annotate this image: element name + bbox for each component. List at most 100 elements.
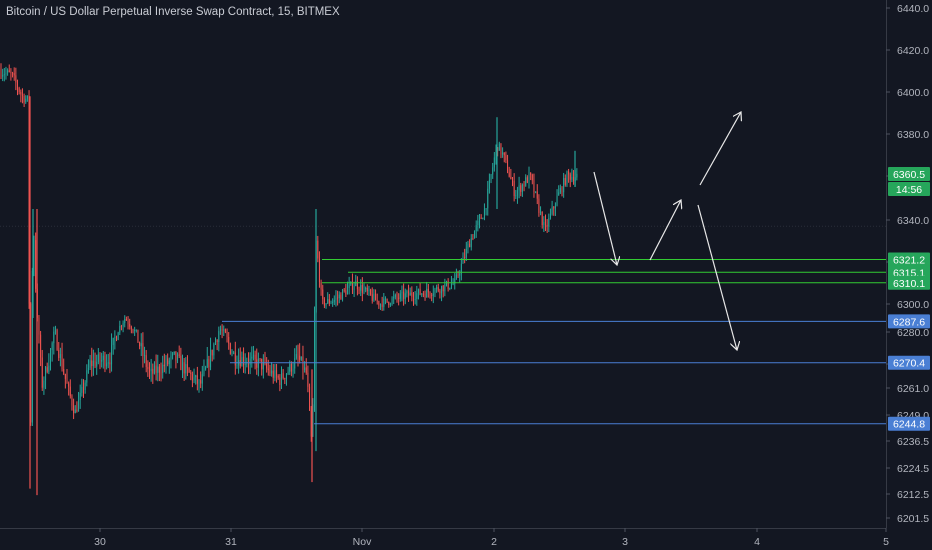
candle-body [441, 285, 443, 294]
candle-body [92, 360, 94, 367]
candle-body [399, 293, 401, 299]
candle-body [426, 288, 428, 298]
candle-body [512, 179, 513, 181]
candle-body [505, 155, 507, 161]
candle-body [576, 173, 578, 178]
candle-body [249, 358, 251, 365]
candle-body [74, 409, 76, 414]
candle-body [414, 299, 416, 300]
candle-body [323, 299, 325, 306]
candle-body [45, 367, 47, 381]
candle-body [254, 354, 256, 360]
candle-body [130, 326, 132, 330]
candle-body [422, 293, 424, 295]
candle-body [284, 378, 286, 380]
candle-body [365, 287, 367, 290]
candle-body [419, 288, 421, 295]
y-tick-label: 6224.5 [897, 463, 929, 475]
candle-body [218, 331, 220, 343]
candle-body [309, 386, 311, 411]
candle-body [540, 211, 542, 213]
candle-body [487, 188, 489, 209]
candle-body [91, 360, 93, 367]
candle-body [290, 363, 292, 372]
candle-body [38, 317, 40, 335]
candle-body [271, 370, 273, 374]
candle-body [553, 207, 555, 209]
projection-arrow [649, 200, 681, 261]
candle-body [195, 375, 197, 378]
candle-body [373, 293, 375, 301]
candle-body [221, 329, 223, 331]
candle-body [64, 373, 66, 379]
candle-body [421, 293, 423, 295]
candle-body [97, 354, 99, 362]
blue-level-label: 6244.8 [893, 419, 925, 431]
blue-level-label: 6287.6 [893, 316, 925, 328]
candle-body [375, 293, 377, 301]
y-tick-label: 6340.0 [897, 215, 929, 227]
time-axis[interactable]: 30 31 Nov 2 3 4 5 [94, 528, 889, 548]
candle-body [120, 326, 122, 327]
candle-body [132, 329, 134, 332]
candle-body [376, 300, 378, 302]
candle-body [13, 73, 15, 76]
candle-body [139, 342, 141, 347]
candle-body [210, 349, 212, 368]
candle-body [208, 359, 210, 368]
candle-body [530, 172, 532, 175]
candle-body [467, 243, 469, 249]
candle-body [393, 297, 395, 299]
candle-body [107, 362, 109, 364]
candle-body [543, 221, 545, 226]
candle-body [386, 298, 388, 302]
candle-body [398, 297, 400, 299]
candle-body [219, 329, 221, 332]
y-tick-label: 6212.5 [897, 489, 929, 501]
x-tick-label: 5 [883, 536, 889, 548]
candle-body [347, 287, 348, 295]
green-level-label-bg [888, 252, 930, 267]
candle-body [111, 345, 113, 365]
candle-body [196, 375, 198, 384]
candle-body [289, 363, 291, 372]
candle-body [31, 270, 33, 423]
candle-body [109, 362, 111, 365]
candle-body [94, 360, 96, 367]
candle-body [129, 323, 131, 327]
candle-body [568, 171, 570, 175]
candle-body [507, 160, 509, 173]
candle-body [380, 304, 381, 306]
candle-body [554, 205, 556, 209]
candle-body [310, 410, 312, 437]
candle-body [383, 298, 385, 307]
candle-body [145, 355, 147, 367]
candle-body [162, 364, 164, 373]
candle-body [81, 386, 83, 393]
candle-body [294, 358, 296, 369]
candle-body [327, 299, 329, 304]
candle-body [320, 282, 322, 290]
candle-body [117, 332, 119, 341]
candle-body [167, 358, 169, 365]
y-tick-label: 6261.0 [897, 383, 929, 395]
x-tick-label: 2 [491, 536, 497, 548]
candle-body [168, 360, 170, 365]
candle-body [389, 304, 391, 306]
candle-body [236, 365, 238, 366]
candle-body [248, 363, 249, 365]
candle-body [338, 294, 340, 299]
candle-body [269, 370, 271, 374]
candle-body [231, 353, 233, 355]
candle-body [87, 367, 89, 371]
candle-body [125, 318, 127, 321]
candle-body [449, 287, 451, 289]
candle-body [69, 386, 71, 397]
candle-body [488, 179, 490, 189]
candle-body [406, 291, 408, 294]
candle-body [545, 221, 546, 225]
candle-body [403, 291, 405, 299]
candle-body [12, 72, 14, 74]
candle-body [328, 299, 330, 304]
